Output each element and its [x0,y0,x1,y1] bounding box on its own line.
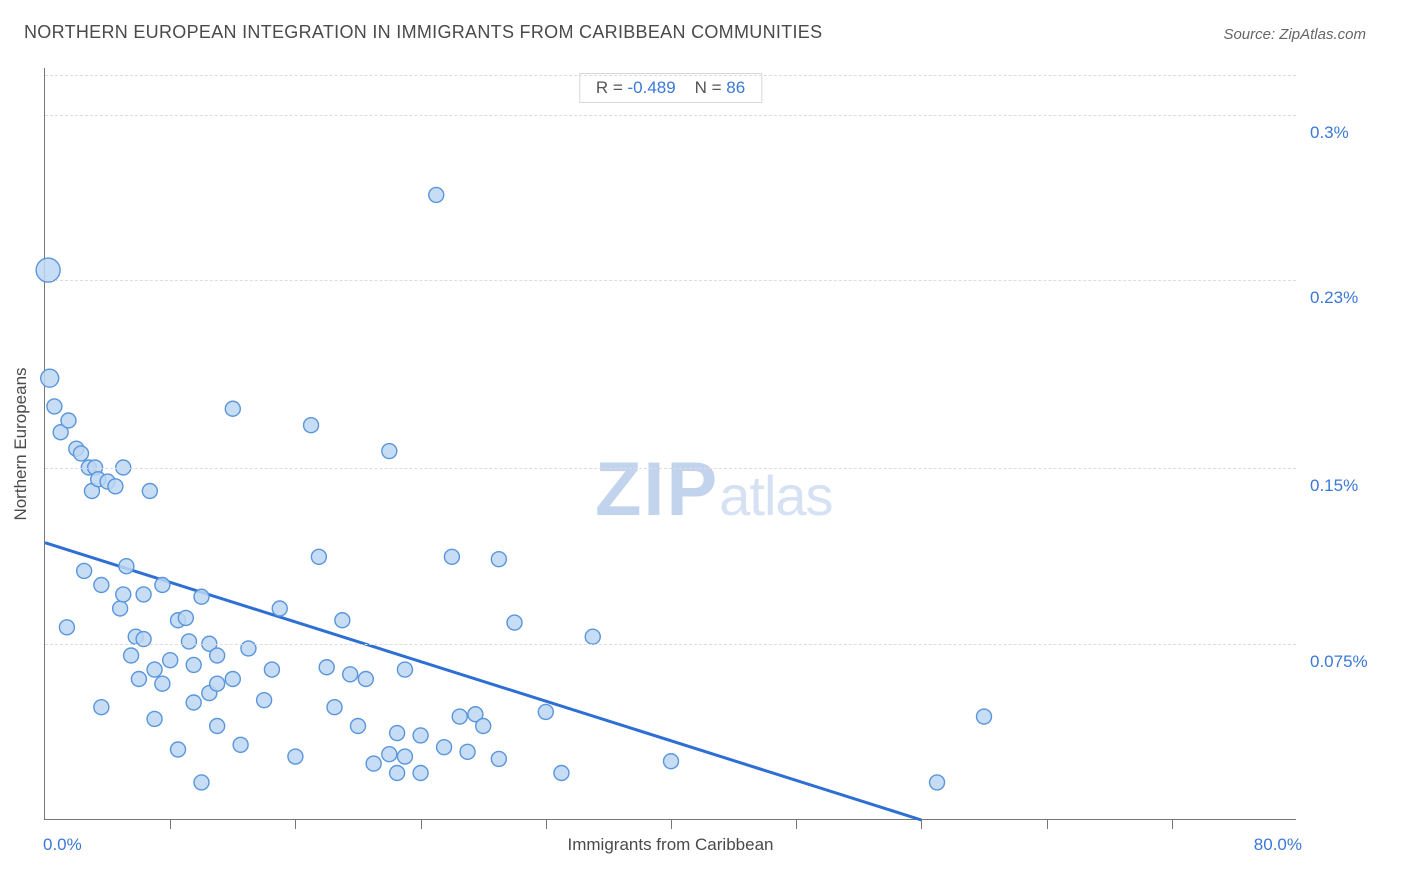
data-point [397,749,412,764]
data-point [194,775,209,790]
data-point [288,749,303,764]
data-point [47,399,62,414]
data-point [181,634,196,649]
data-point [257,693,272,708]
data-point [108,479,123,494]
data-point [186,695,201,710]
data-point [94,700,109,715]
data-point [311,549,326,564]
data-point [59,620,74,635]
x-tick [1172,819,1173,829]
x-tick [170,819,171,829]
data-point [413,728,428,743]
data-point [210,676,225,691]
data-point [116,587,131,602]
data-point [429,187,444,202]
data-point [142,484,157,499]
data-point [210,648,225,663]
x-tick [295,819,296,829]
data-point [351,719,366,734]
data-point [225,672,240,687]
data-point [155,578,170,593]
data-point [233,737,248,752]
data-point [397,662,412,677]
source-attribution: Source: ZipAtlas.com [1223,26,1366,43]
data-point [319,660,334,675]
data-point [664,754,679,769]
chart-svg [45,68,1297,820]
data-point [194,589,209,604]
data-point [119,559,134,574]
data-point [382,747,397,762]
data-point [155,676,170,691]
data-point [210,719,225,734]
data-point [437,740,452,755]
gridline [45,468,1296,469]
data-point [61,413,76,428]
data-point [327,700,342,715]
data-point [304,418,319,433]
data-point [113,601,128,616]
y-tick-label: 0.3% [1310,123,1390,143]
data-point [186,657,201,672]
data-point [335,613,350,628]
data-point [390,726,405,741]
data-point [171,742,186,757]
x-axis-max: 80.0% [1254,835,1302,855]
gridline [45,644,1296,645]
data-point [382,444,397,459]
data-point [538,704,553,719]
data-point [930,775,945,790]
data-point [94,578,109,593]
data-point [41,369,59,387]
chart-title: NORTHERN EUROPEAN INTEGRATION IN IMMIGRA… [24,22,822,43]
data-point [554,766,569,781]
x-tick [671,819,672,829]
data-point [444,549,459,564]
plot-area: ZIPatlas R = -0.489 N = 86 Northern Euro… [44,68,1296,820]
data-point [476,719,491,734]
x-tick [921,819,922,829]
data-point [147,662,162,677]
data-point [77,563,92,578]
x-tick [546,819,547,829]
data-point [124,648,139,663]
data-point [977,709,992,724]
data-point [131,672,146,687]
x-tick [421,819,422,829]
data-point [163,653,178,668]
data-point [225,401,240,416]
data-point [491,751,506,766]
data-point [147,711,162,726]
x-tick [1047,819,1048,829]
data-point [136,587,151,602]
y-tick-label: 0.15% [1310,476,1390,496]
y-axis-label: Northern Europeans [11,367,31,520]
x-axis-min: 0.0% [43,835,82,855]
data-point [366,756,381,771]
gridline [45,75,1296,76]
data-point [460,744,475,759]
data-point [36,258,60,282]
data-point [585,629,600,644]
data-point [343,667,358,682]
data-point [178,610,193,625]
data-point [73,446,88,461]
data-point [507,615,522,630]
x-axis-label: Immigrants from Caribbean [568,835,774,855]
data-point [264,662,279,677]
data-point [413,766,428,781]
x-tick [796,819,797,829]
gridline [45,115,1296,116]
data-point [272,601,287,616]
regression-line [45,543,921,820]
y-tick-label: 0.23% [1310,288,1390,308]
gridline [45,280,1296,281]
data-point [452,709,467,724]
y-tick-label: 0.075% [1310,652,1390,672]
data-point [390,766,405,781]
data-point [491,552,506,567]
data-point [358,672,373,687]
